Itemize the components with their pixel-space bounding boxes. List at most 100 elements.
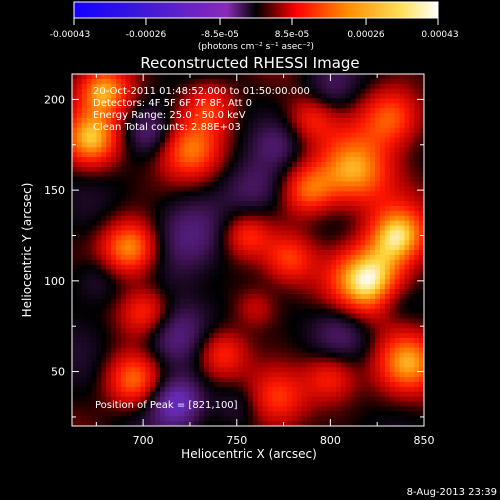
heatmap-cell [184,137,190,143]
heatmap-cell [409,162,415,168]
heatmap-cell [389,269,396,275]
heatmap-cell [184,313,190,319]
heatmap-cell [375,323,381,329]
heatmap-cell [111,181,117,187]
heatmap-cell [72,201,78,207]
heatmap-cell [394,303,400,310]
heatmap-cell [287,279,293,285]
heatmap-cell [272,279,278,285]
heatmap-cell [81,113,88,119]
heatmap-cell [184,147,190,153]
heatmap-cell [223,162,229,168]
heatmap-cell [277,254,283,261]
heatmap-cell [252,362,259,368]
heatmap-cell [96,254,102,261]
heatmap-cell [96,220,102,226]
heatmap-cell [375,88,381,94]
heatmap-cell [292,338,298,344]
heatmap-cell [282,157,288,163]
heatmap-cell [184,254,190,261]
heatmap-cell [106,103,112,109]
heatmap-cell [150,269,156,275]
heatmap-cell [287,284,293,290]
heatmap-cell [199,294,205,300]
heatmap-cell [228,118,234,124]
heatmap-cell [399,83,405,90]
heatmap-cell [272,186,278,192]
heatmap-cell [277,313,283,319]
heatmap-cell [355,303,361,310]
heatmap-cell [116,401,122,407]
heatmap-cell [404,323,410,329]
heatmap-cell [169,201,176,207]
heatmap-cell [384,98,391,104]
heatmap-cell [243,166,249,173]
heatmap-cell [140,372,146,378]
heatmap-cell [76,186,83,192]
heatmap-cell [311,259,317,266]
heatmap-cell [233,406,239,412]
heatmap-cell [164,362,171,368]
heatmap-cell [120,210,127,217]
heatmap-cell [404,406,410,412]
heatmap-cell [326,186,332,192]
heatmap-cell [399,372,405,378]
heatmap-cell [389,308,396,314]
heatmap-cell [340,396,347,402]
heatmap-cell [399,171,405,178]
heatmap-cell [409,166,415,173]
heatmap-cell [233,88,239,94]
heatmap-cell [233,303,239,310]
heatmap-cell [106,294,112,300]
heatmap-cell [277,347,283,354]
heatmap-cell [311,240,317,246]
heatmap-cell [101,377,107,383]
heatmap-cell [257,142,264,148]
heatmap-cell [204,342,210,349]
heatmap-cell [155,201,161,207]
heatmap-cell [365,259,371,266]
heatmap-cell [155,313,161,319]
heatmap-cell [140,264,146,270]
heatmap-cell [355,347,361,354]
heatmap-cell [360,347,366,354]
heatmap-cell [380,186,386,192]
heatmap-cell [292,220,298,226]
heatmap-cell [252,162,259,168]
heatmap-cell [164,157,171,163]
heatmap-cell [350,401,356,407]
heatmap-cell [164,347,171,354]
heatmap-cell [130,166,136,173]
heatmap-cell [160,406,166,412]
heatmap-cell [419,181,424,187]
heatmap-cell [233,176,239,182]
heatmap-cell [340,289,347,295]
heatmap-cell [179,88,185,94]
heatmap-cell [160,171,166,178]
heatmap-cell [194,118,200,124]
heatmap-cell [243,279,249,285]
heatmap-cell [101,298,107,305]
heatmap-cell [101,210,107,217]
heatmap-cell [116,122,122,129]
heatmap-cell [184,328,190,334]
heatmap-cell [292,78,298,85]
heatmap-cell [135,220,141,226]
heatmap-cell [208,122,215,129]
heatmap-cell [404,157,410,163]
heatmap-cell [409,137,415,143]
heatmap-cell [135,289,141,295]
heatmap-cell [365,83,371,90]
heatmap-cell [365,328,371,334]
heatmap-cell [267,142,273,148]
heatmap-cell [345,196,352,202]
heatmap-cell [282,269,288,275]
heatmap-cell [218,78,224,85]
heatmap-cell [292,230,298,236]
heatmap-cell [130,342,136,349]
heatmap-cell [223,176,229,182]
heatmap-cell [130,303,136,310]
heatmap-cell [184,162,190,168]
heatmap-cell [267,362,273,368]
heatmap-cell [340,215,347,222]
